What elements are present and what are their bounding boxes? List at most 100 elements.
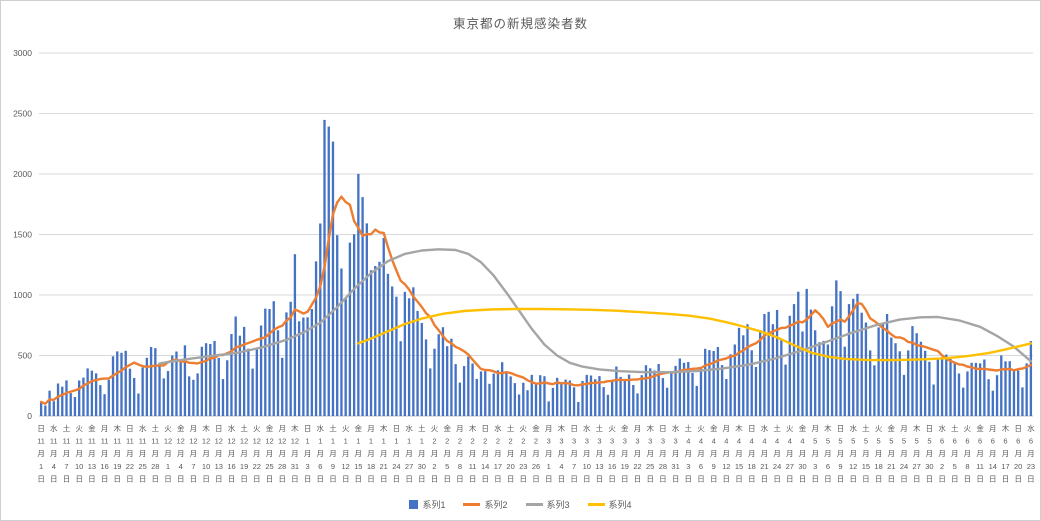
x-tick-label: 月 xyxy=(380,449,388,458)
x-tick-label: 日 xyxy=(63,474,71,483)
x-tick-label: 月 xyxy=(1014,449,1022,458)
bar xyxy=(873,365,876,416)
x-tick-label: 日 xyxy=(456,474,464,483)
x-tick-label: 火 xyxy=(164,424,172,433)
x-tick-label: 日 xyxy=(583,474,591,483)
x-tick-label: 6 xyxy=(699,462,703,471)
bar xyxy=(839,291,842,416)
x-tick-label: 10 xyxy=(75,462,83,471)
bar xyxy=(543,376,546,416)
bar xyxy=(818,342,821,416)
x-tick-label: 4 xyxy=(686,437,690,446)
bar xyxy=(674,365,677,416)
legend-item-series4[interactable]: 系列4 xyxy=(587,498,632,511)
bar xyxy=(285,312,288,416)
x-tick-label: 5 xyxy=(953,462,957,471)
x-tick-label: 9 xyxy=(838,462,842,471)
x-tick-label: 水 xyxy=(583,423,591,433)
x-tick-label: 3 xyxy=(813,462,817,471)
chart-title[interactable]: 東京都の新規感染者数 xyxy=(452,17,588,31)
bar xyxy=(407,298,411,416)
bar xyxy=(539,375,542,416)
bar xyxy=(890,337,893,416)
x-tick-label: 24 xyxy=(773,462,781,471)
bar xyxy=(395,296,398,416)
x-tick-label: 7 xyxy=(572,462,576,471)
bar xyxy=(56,383,60,416)
x-tick-label: 4 xyxy=(52,462,56,471)
x-tick-label: 日 xyxy=(748,424,756,433)
x-tick-label: 日 xyxy=(50,474,58,483)
series1-bar-swatch-icon xyxy=(409,500,419,509)
x-tick-label: 3 xyxy=(648,437,652,446)
bar xyxy=(386,273,390,416)
x-tick-label: 土 xyxy=(240,423,248,433)
x-tick-label: 27 xyxy=(405,462,413,471)
x-tick-label: 月 xyxy=(761,449,769,458)
bar xyxy=(149,347,153,416)
chart-legend: 系列1 系列2 系列3 系列4 xyxy=(1,498,1040,511)
y-tick-label: 2500 xyxy=(13,109,32,119)
x-tick-label: 21 xyxy=(887,462,895,471)
x-tick-label: 1 xyxy=(306,437,310,446)
legend-item-series3[interactable]: 系列3 xyxy=(525,498,570,511)
x-tick-label: 12 xyxy=(291,437,299,446)
x-tick-label: 月 xyxy=(202,449,210,458)
bar xyxy=(513,383,517,416)
x-tick-label: 月 xyxy=(849,449,857,458)
x-tick-label: 1 xyxy=(394,437,398,446)
x-tick-label: 土 xyxy=(685,423,693,433)
x-tick-label: 10 xyxy=(583,462,591,471)
bar xyxy=(805,288,808,416)
x-tick-label: 水 xyxy=(494,423,502,433)
x-tick-label: 月 xyxy=(989,449,997,458)
x-tick-label: 24 xyxy=(900,462,908,471)
bar xyxy=(116,351,119,416)
x-tick-label: 月 xyxy=(646,449,654,458)
x-tick-label: 火 xyxy=(75,424,83,433)
bar xyxy=(187,376,191,416)
x-tick-label: 1 xyxy=(369,437,373,446)
bar xyxy=(441,327,445,416)
bar xyxy=(670,372,673,416)
legend-item-series1[interactable]: 系列1 xyxy=(409,498,445,511)
x-tick-label: 12 xyxy=(164,437,172,446)
bar xyxy=(1000,355,1003,416)
x-tick-label: 日 xyxy=(405,474,413,483)
x-tick-label: 月 xyxy=(976,449,984,458)
x-tick-label: 月 xyxy=(596,449,604,458)
bar xyxy=(530,374,533,416)
x-tick-label: 19 xyxy=(113,462,121,471)
x-tick-label: 日 xyxy=(964,474,972,483)
x-tick-label: 28 xyxy=(659,462,667,471)
bar xyxy=(682,362,686,416)
x-tick-label: 日 xyxy=(481,424,489,433)
bar xyxy=(759,330,762,416)
x-tick-label: 木 xyxy=(824,423,832,433)
x-tick-label: 月 xyxy=(418,449,426,458)
bar xyxy=(183,345,187,416)
x-tick-label: 火 xyxy=(342,424,350,433)
bar xyxy=(306,317,309,416)
x-tick-label: 月 xyxy=(951,449,959,458)
x-tick-label: 日 xyxy=(202,474,210,483)
x-tick-label: 27 xyxy=(913,462,921,471)
legend-item-series2[interactable]: 系列2 xyxy=(463,498,508,511)
x-tick-label: 月 xyxy=(634,449,642,458)
bar xyxy=(987,379,990,416)
x-tick-label: 日 xyxy=(837,424,845,433)
bar xyxy=(196,373,199,416)
x-tick-label: 3 xyxy=(635,437,639,446)
x-tick-label: 13 xyxy=(595,462,603,471)
x-tick-label: 12 xyxy=(227,437,235,446)
bar xyxy=(763,314,766,416)
x-tick-label: 11 xyxy=(63,437,71,446)
bar xyxy=(467,356,470,416)
x-tick-label: 土 xyxy=(773,423,781,433)
x-tick-label: 月 xyxy=(862,449,870,458)
x-tick-label: 火 xyxy=(608,424,616,433)
bar xyxy=(437,334,440,416)
bar xyxy=(238,335,242,416)
x-tick-label: 月 xyxy=(469,449,477,458)
